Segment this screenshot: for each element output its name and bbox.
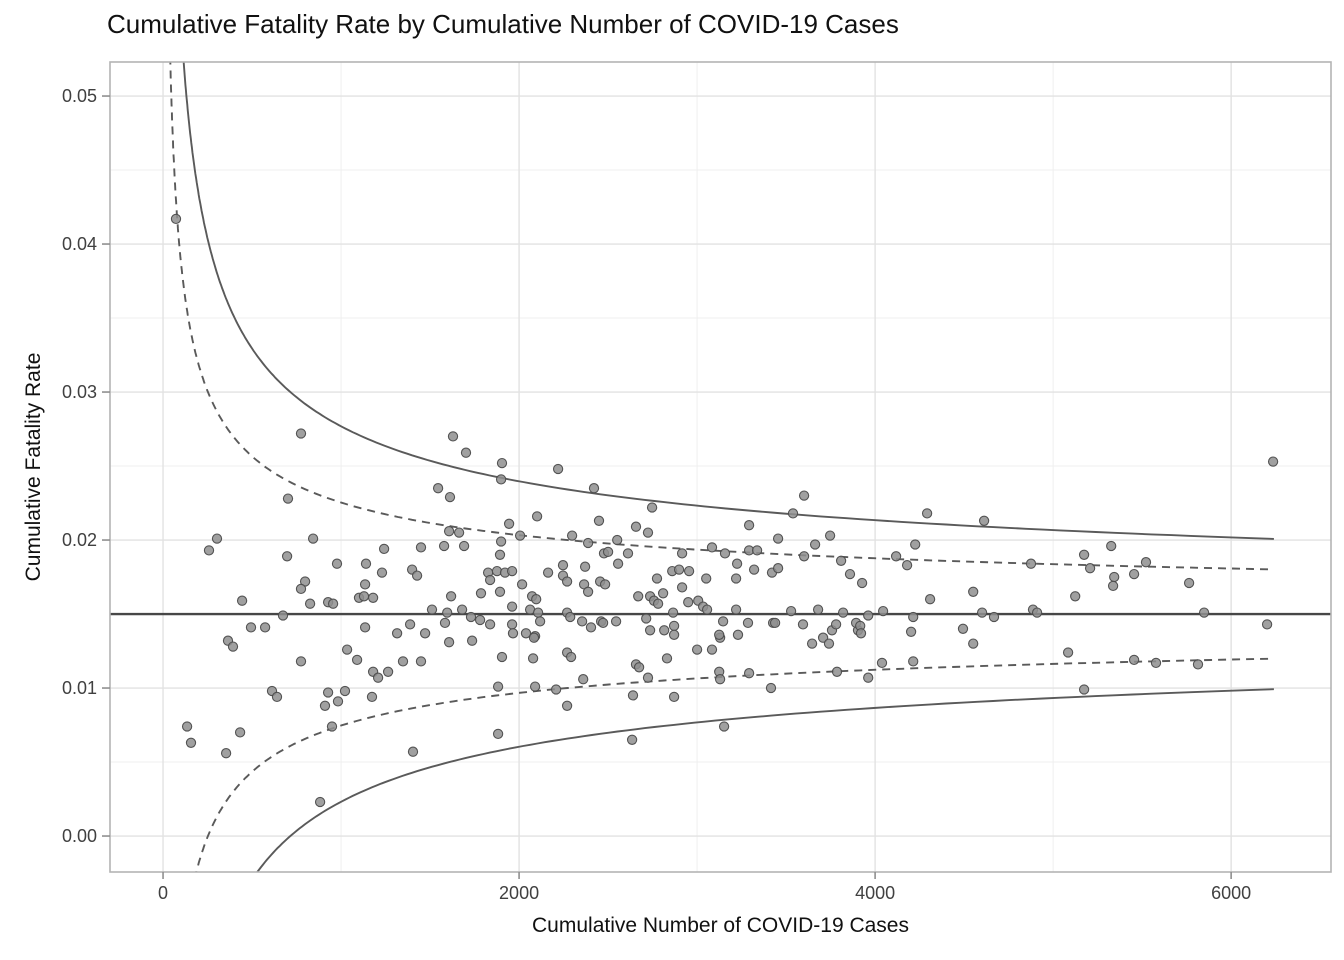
svg-text:6000: 6000: [1211, 883, 1251, 903]
svg-text:0.01: 0.01: [62, 678, 97, 698]
x-axis-title: Cumulative Number of COVID-19 Cases: [532, 914, 909, 937]
y-axis-title: Cumulative Fatality Rate: [22, 352, 45, 582]
svg-text:2000: 2000: [499, 883, 539, 903]
chart-title: Cumulative Fatality Rate by Cumulative N…: [107, 9, 899, 39]
svg-text:0.02: 0.02: [62, 530, 97, 550]
svg-text:0.03: 0.03: [62, 382, 97, 402]
svg-text:0.04: 0.04: [62, 234, 97, 254]
svg-text:0: 0: [158, 883, 168, 903]
svg-text:0.00: 0.00: [62, 826, 97, 846]
svg-text:0.05: 0.05: [62, 86, 97, 106]
svg-text:4000: 4000: [855, 883, 895, 903]
